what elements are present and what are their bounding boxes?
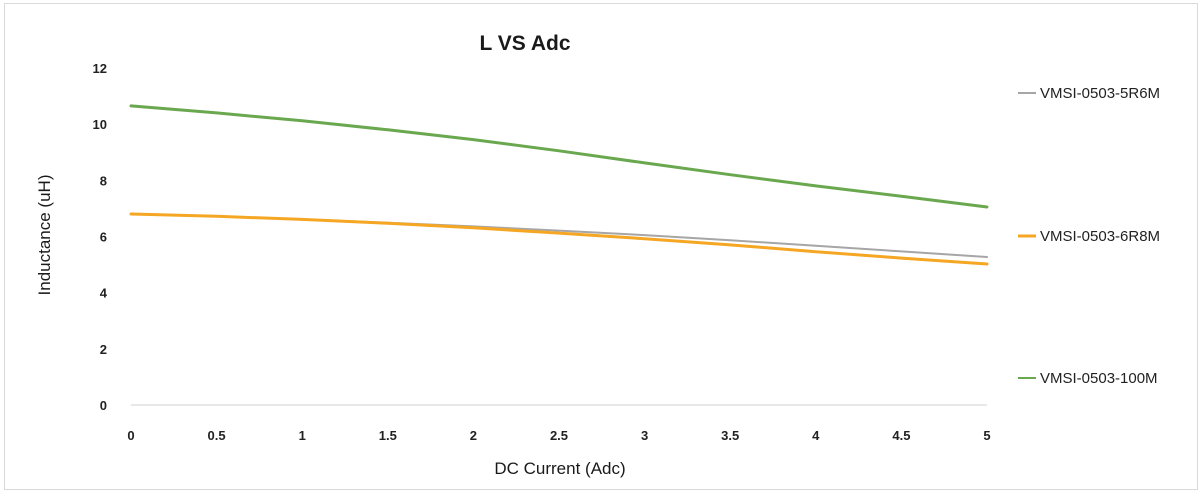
y-tick-label: 6: [100, 230, 107, 245]
chart-frame: [4, 3, 1198, 490]
x-tick-label: 2.5: [550, 428, 568, 443]
y-axis-label: Inductance (uH): [35, 175, 54, 296]
y-tick-label: 4: [100, 286, 108, 301]
y-tick-label: 12: [93, 61, 107, 76]
plot-area: 0 2 4 6 8 10 12 0 0.5 1 1.5 2 2.5 3 3.5 4 4.5 5: [93, 61, 991, 443]
x-tick-label: 0: [127, 428, 134, 443]
chart-title: L VS Adc: [479, 32, 570, 55]
x-tick-label: 4: [812, 428, 820, 443]
x-tick-label: 3.5: [721, 428, 739, 443]
legend-label: VMSI-0503-6R8M: [1040, 228, 1160, 245]
x-axis-label: DC Current (Adc): [494, 459, 625, 478]
y-tick-label: 0: [100, 398, 107, 413]
x-tick-label: 0.5: [208, 428, 226, 443]
series-line-vmsi-0503-5r6m: [130, 213, 988, 258]
y-tick-label: 8: [100, 173, 107, 188]
x-tick-label: 1.5: [379, 428, 397, 443]
y-tick-label: 10: [93, 117, 107, 132]
x-tick-label: 1: [299, 428, 306, 443]
x-tick-label: 4.5: [892, 428, 910, 443]
x-tick-label: 3: [641, 428, 648, 443]
y-tick-label: 2: [100, 342, 107, 357]
legend-label: VMSI-0503-100M: [1040, 370, 1158, 387]
series-line-vmsi-0503-100m: [129, 104, 989, 209]
legend: VMSI-0503-5R6M VMSI-0503-6R8M VMSI-0503-10…: [1018, 85, 1160, 387]
series-line-vmsi-0503-6r8m: [129, 212, 989, 266]
legend-label: VMSI-0503-5R6M: [1040, 85, 1160, 102]
x-tick-label: 2: [470, 428, 477, 443]
x-tick-label: 5: [983, 428, 990, 443]
